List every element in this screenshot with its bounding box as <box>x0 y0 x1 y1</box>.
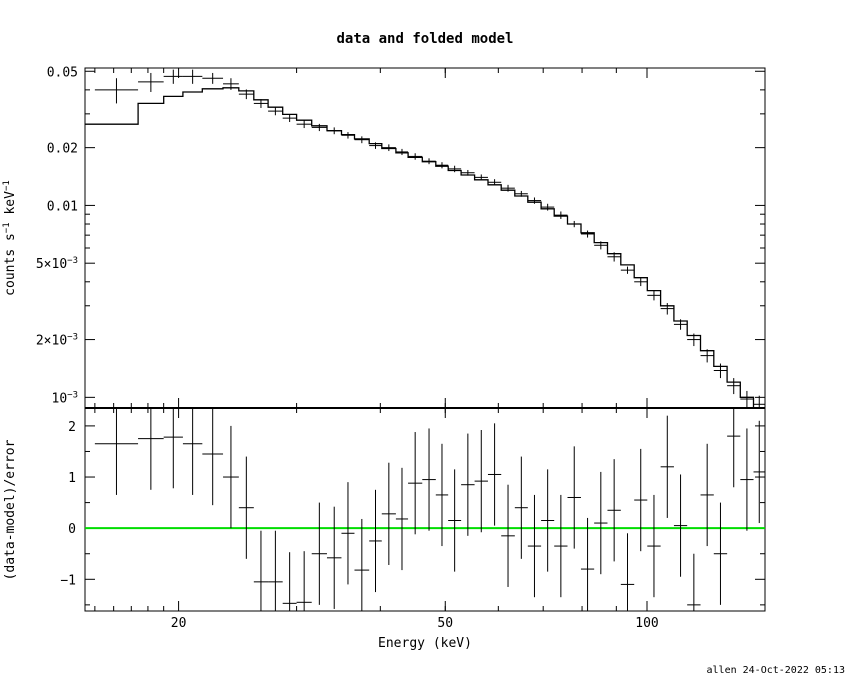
top-y-tick-label: 0.02 <box>47 142 78 157</box>
model-step-line <box>85 87 765 408</box>
top-y-tick-label: 0.05 <box>47 65 78 80</box>
top-y-tick-label: 10−3 <box>52 390 79 406</box>
bottom-y-tick-label: 1 <box>68 471 76 486</box>
bottom-plot-frame <box>84 407 766 612</box>
bottom-y-tick-label: 2 <box>68 420 76 435</box>
x-tick-label: 20 <box>171 616 187 631</box>
y-axis-label-bottom: (data-model)/error <box>3 439 18 580</box>
x-axis-label: Energy (keV) <box>378 636 472 651</box>
residual-points <box>94 408 765 611</box>
bottom-y-tick-label: 0 <box>68 522 76 537</box>
data-points <box>94 69 765 408</box>
bottom-panel: 20 50 100 −1 0 1 2 <box>60 407 766 631</box>
top-plot-frame <box>84 67 766 409</box>
bottom-y-tick-label: −1 <box>60 573 76 588</box>
top-y-tick-label: 5×10−3 <box>36 256 78 272</box>
footer-text: allen 24-Oct-2022 05:13 <box>707 665 845 676</box>
x-tick-label: 100 <box>635 616 658 631</box>
top-y-tick-label: 2×10−3 <box>36 333 78 349</box>
y-axis-label-top: counts s−1 keV−1 <box>2 180 18 296</box>
x-tick-label: 50 <box>437 616 453 631</box>
top-panel: 0.05 0.02 0.01 5×10−3 2×10−3 10−3 <box>36 65 766 409</box>
chart-title: data and folded model <box>336 31 513 47</box>
top-y-tick-label: 0.01 <box>47 199 78 214</box>
